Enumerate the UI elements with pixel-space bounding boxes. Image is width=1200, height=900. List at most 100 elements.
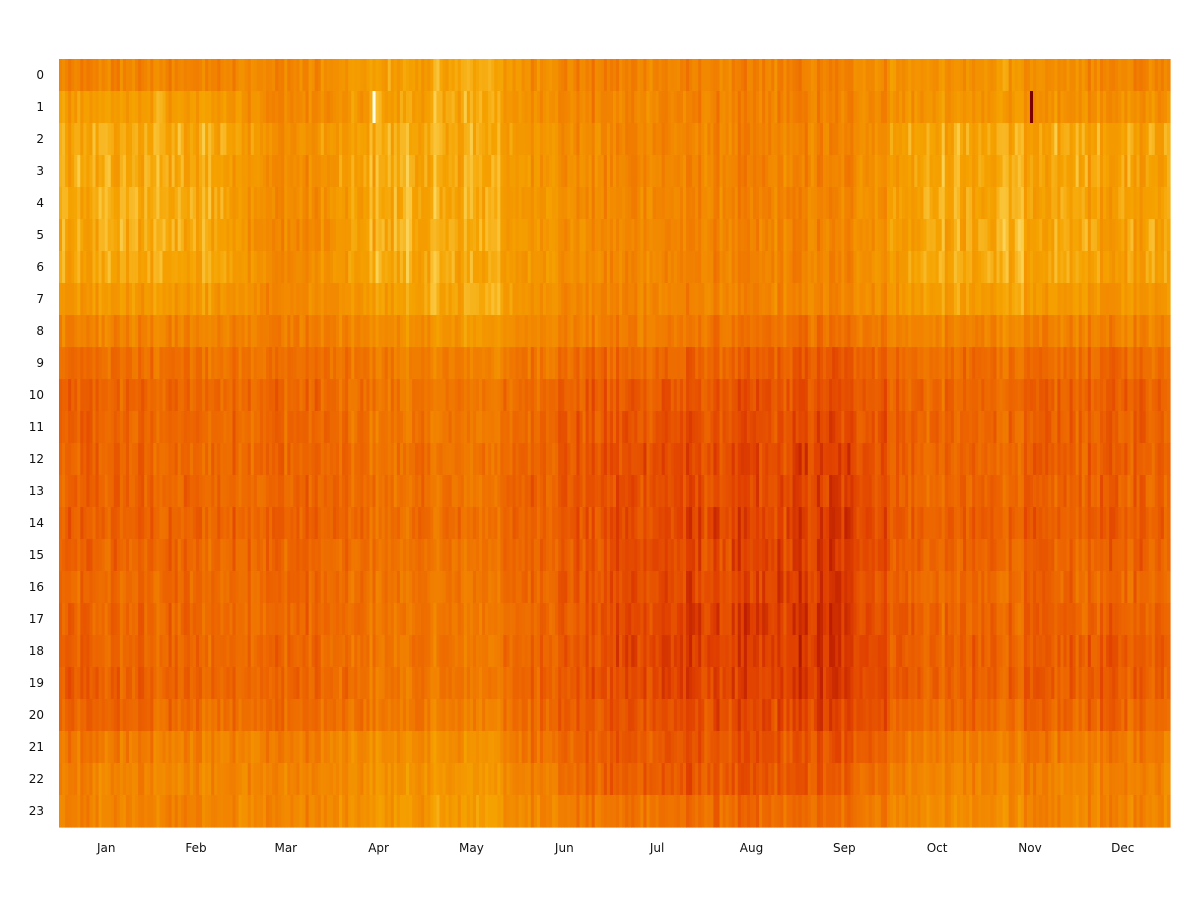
heatmap-cell: [689, 91, 693, 124]
heatmap-cell: [235, 539, 240, 572]
heatmap-cell: [384, 155, 389, 188]
heatmap-cell: [436, 443, 441, 476]
heatmap-cell: [272, 251, 276, 284]
heatmap-cell: [311, 603, 316, 636]
heatmap-cell: [390, 411, 395, 444]
heatmap-cell: [335, 539, 340, 572]
heatmap-cell: [89, 251, 94, 284]
heatmap-cell: [588, 763, 593, 796]
heatmap-cell: [360, 699, 364, 732]
heatmap-cell: [150, 379, 154, 412]
heatmap-cell: [275, 507, 279, 540]
heatmap-cell: [238, 507, 243, 540]
heatmap-cell: [165, 699, 170, 732]
heatmap-cell: [77, 699, 81, 732]
heatmap-cell: [415, 315, 419, 348]
heatmap-cell: [378, 155, 383, 188]
heatmap-cell: [110, 219, 115, 252]
heatmap-cell: [363, 603, 368, 636]
heatmap-cell: [412, 763, 416, 796]
heatmap-cell: [661, 475, 666, 508]
heatmap-cell: [74, 539, 78, 572]
heatmap-cell: [323, 155, 328, 188]
heatmap-cell: [491, 379, 495, 412]
heatmap-cell: [603, 795, 608, 828]
heatmap-cell: [305, 91, 310, 124]
heatmap-cell: [138, 603, 142, 636]
heatmap-cell: [448, 59, 453, 92]
heatmap-cell: [92, 507, 97, 540]
heatmap-cell: [485, 347, 489, 380]
heatmap-cell: [679, 315, 684, 348]
heatmap-cell: [335, 411, 340, 444]
heatmap-cell: [189, 731, 194, 764]
heatmap-cell: [122, 155, 127, 188]
heatmap-cell: [284, 667, 288, 700]
heatmap-cell: [259, 603, 264, 636]
heatmap-cell: [561, 763, 565, 796]
heatmap-cell: [521, 347, 526, 380]
heatmap-cell: [430, 187, 434, 220]
heatmap-cell: [524, 635, 529, 668]
heatmap-cell: [421, 59, 425, 92]
heatmap-cell: [512, 219, 517, 252]
heatmap-cell: [223, 731, 228, 764]
heatmap-cell: [682, 411, 687, 444]
heatmap-cell: [272, 347, 276, 380]
heatmap-cell: [317, 571, 322, 604]
heatmap-cell: [567, 219, 571, 252]
heatmap-cell: [406, 251, 410, 284]
heatmap-cell: [658, 731, 663, 764]
heatmap-cell: [135, 219, 139, 252]
heatmap-cell: [171, 539, 176, 572]
heatmap-cell: [80, 795, 84, 828]
heatmap-cell: [488, 571, 492, 604]
heatmap-cell: [180, 251, 185, 284]
heatmap-cell: [360, 795, 364, 828]
heatmap-cell: [381, 251, 386, 284]
heatmap-cell: [381, 699, 386, 732]
heatmap-cell: [71, 347, 75, 380]
heatmap-cell: [555, 443, 559, 476]
heatmap-cell: [378, 507, 383, 540]
heatmap-cell: [679, 475, 684, 508]
heatmap-cell: [369, 603, 374, 636]
heatmap-cell: [421, 795, 425, 828]
heatmap-cell: [424, 315, 428, 348]
heatmap-cell: [132, 603, 136, 636]
heatmap-cell: [451, 539, 456, 572]
heatmap-cell: [83, 219, 87, 252]
heatmap-cell: [287, 283, 291, 316]
heatmap-cell: [244, 571, 249, 604]
heatmap-cell: [561, 507, 565, 540]
heatmap-cell: [460, 251, 465, 284]
heatmap-cell: [570, 315, 574, 348]
heatmap-cell: [667, 571, 672, 604]
heatmap-cell: [86, 571, 91, 604]
heatmap-cell: [509, 443, 514, 476]
heatmap-cell: [214, 731, 218, 764]
heatmap-cell: [460, 571, 465, 604]
heatmap-cell: [214, 91, 218, 124]
heatmap-cell: [549, 443, 553, 476]
heatmap-cell: [612, 539, 617, 572]
heatmap-cell: [472, 283, 477, 316]
heatmap-cell: [199, 763, 203, 796]
heatmap-cell: [192, 347, 197, 380]
heatmap-cell: [609, 539, 614, 572]
heatmap-cell: [506, 443, 511, 476]
heatmap-cell: [381, 507, 386, 540]
heatmap-cell: [402, 699, 407, 732]
heatmap-cell: [409, 411, 413, 444]
heatmap-cell: [439, 91, 444, 124]
heatmap-cell: [208, 219, 212, 252]
heatmap-cell: [436, 91, 441, 124]
heatmap-cell: [518, 635, 523, 668]
heatmap-cell: [147, 571, 151, 604]
heatmap-cell: [381, 475, 386, 508]
heatmap-cell: [646, 347, 651, 380]
heatmap-cell: [132, 91, 136, 124]
heatmap-cell: [366, 123, 371, 156]
heatmap-cell: [512, 475, 517, 508]
heatmap-cell: [205, 219, 209, 252]
